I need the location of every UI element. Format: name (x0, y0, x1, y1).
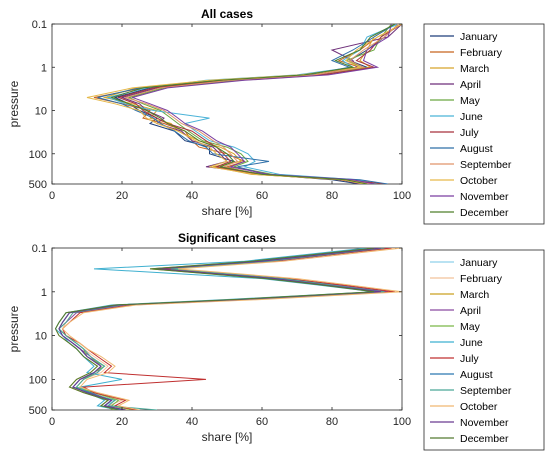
series-line-february (93, 24, 402, 184)
chart-title: All cases (201, 7, 253, 21)
legend-label-february: February (460, 273, 503, 285)
legend-label-april: April (460, 305, 481, 317)
chart-1: 0 20 40 60 80 100 0.1 1 10 100 500 Significant case… (7, 231, 545, 451)
y-tick-label: 10 (35, 106, 47, 118)
y-tick-label: 100 (29, 374, 47, 386)
legend-label-july: July (460, 127, 479, 139)
legend-label-september: September (460, 159, 512, 171)
legend-label-december: December (460, 433, 509, 445)
x-tick-label: 100 (393, 190, 411, 202)
x-tick-label: 60 (256, 190, 268, 202)
series-line-october (61, 248, 402, 410)
x-tick-label: 20 (116, 190, 128, 202)
legend-label-may: May (460, 321, 481, 333)
series-line-october (86, 24, 402, 184)
series-line-august (97, 24, 396, 184)
legend: January February March April May June July Augu… (423, 249, 545, 451)
series-line-september (58, 248, 385, 410)
legend-label-october: October (460, 175, 498, 187)
x-tick-label: 20 (116, 416, 128, 428)
legend-label-february: February (460, 47, 503, 59)
series-line-may (127, 24, 392, 184)
legend-label-june: June (460, 337, 483, 349)
legend-box (423, 249, 545, 451)
x-tick-label: 40 (186, 190, 198, 202)
x-tick-label: 100 (393, 416, 411, 428)
series-line-september (123, 24, 399, 184)
legend-label-june: June (460, 111, 483, 123)
chart-title: Significant cases (178, 231, 276, 245)
legend-label-august: August (460, 369, 493, 381)
x-tick-label: 0 (49, 190, 55, 202)
series-line-december (109, 24, 396, 184)
y-axis-label: pressure (7, 305, 21, 352)
legend-label-january: January (460, 31, 498, 43)
legend-label-july: July (460, 353, 479, 365)
legend-box (423, 23, 545, 225)
series-line-december (54, 248, 375, 410)
y-tick-label: 1 (41, 287, 47, 299)
legend-label-december: December (460, 207, 509, 219)
series-line-november (58, 248, 382, 410)
legend-label-september: September (460, 385, 512, 397)
x-tick-label: 80 (326, 416, 338, 428)
legend-label-august: August (460, 143, 493, 155)
plot-area (51, 23, 403, 185)
legend-label-march: March (460, 289, 489, 301)
x-tick-label: 40 (186, 416, 198, 428)
y-tick-label: 0.1 (32, 243, 47, 255)
y-tick-label: 500 (29, 179, 47, 191)
chart-0: 0 20 40 60 80 100 0.1 1 10 100 500 All cases share [… (7, 7, 545, 225)
x-tick-label: 60 (256, 416, 268, 428)
legend-label-march: March (460, 63, 489, 75)
x-tick-label: 80 (326, 190, 338, 202)
y-tick-label: 1 (41, 62, 47, 74)
legend-label-november: November (460, 191, 509, 203)
x-tick-label: 0 (49, 416, 55, 428)
y-tick-label: 0.1 (32, 19, 47, 31)
series-line-november (130, 24, 392, 184)
legend-label-october: October (460, 401, 498, 413)
series-line-july (116, 24, 402, 184)
y-tick-label: 100 (29, 149, 47, 161)
x-axis-label: share [%] (202, 430, 253, 444)
y-tick-label: 500 (29, 405, 47, 417)
legend-label-january: January (460, 257, 498, 269)
legend-label-april: April (460, 79, 481, 91)
y-axis-label: pressure (7, 80, 21, 127)
series-line-june (106, 24, 399, 184)
x-axis-label: share [%] (202, 204, 253, 218)
legend-label-november: November (460, 417, 509, 429)
legend: January February March April May June July Augu… (423, 23, 545, 225)
legend-label-may: May (460, 95, 481, 107)
y-tick-label: 10 (35, 331, 47, 343)
